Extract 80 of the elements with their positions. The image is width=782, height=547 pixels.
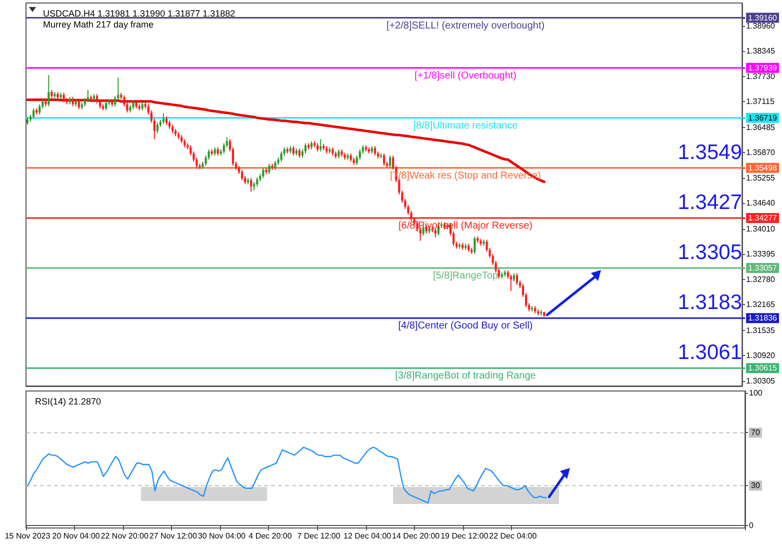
ref-line-label: [4/8]Center (Good Buy or Sell) <box>398 320 533 332</box>
y-tick-label: 1.37939 <box>748 63 778 72</box>
annotation: 1.3549 <box>678 140 742 164</box>
y-tick-label: 1.34640 <box>746 198 776 208</box>
text: Murrey Math 217 day frame <box>43 20 154 30</box>
candlestick <box>280 150 282 162</box>
y-tick-label: 1.36485 <box>746 122 776 132</box>
y-tick-label: 1.35498 <box>748 163 778 172</box>
candlestick <box>338 148 340 159</box>
ref-line-label: [3/8]RangeBot of trading Range <box>395 370 536 382</box>
ref-line-label: [+1/8]sell (Overbought) <box>414 70 516 82</box>
text: RSI(14) 21.2870 <box>35 396 102 406</box>
candlestick <box>304 142 307 154</box>
x-tick-label: 27 Nov 12:00 <box>149 532 198 540</box>
annotation: 1.3183 <box>678 291 742 314</box>
annotation: 1.3427 <box>678 190 742 214</box>
x-tick-label: 15 Nov 2023 <box>4 532 51 540</box>
x-tick-label: 19 Dec 12:00 <box>440 532 489 540</box>
candlestick <box>240 169 244 181</box>
candlestick <box>292 146 294 156</box>
x-tick-label: 12 Dec 04:00 <box>344 532 392 540</box>
y-tick-label: 1.36719 <box>748 113 778 122</box>
x-tick-label: 7 Dec 12:00 <box>297 532 341 540</box>
candlestick <box>38 104 41 116</box>
x-tick-label: 14 Dec 20:00 <box>392 532 440 540</box>
candlestick <box>156 122 158 134</box>
candlestick <box>474 236 476 254</box>
y-tick-label: 1.38345 <box>746 46 776 56</box>
candlestick <box>262 167 264 179</box>
candlestick <box>72 96 74 107</box>
y-tick-label: 1.30920 <box>746 351 776 360</box>
x-tick-label: 22 Dec 04:00 <box>489 532 538 540</box>
y-tick-label: 1.34277 <box>748 213 778 222</box>
y-tick-label: 1.35870 <box>746 148 776 158</box>
candlestick <box>268 163 270 174</box>
candlestick <box>162 112 165 124</box>
candlestick <box>374 146 376 156</box>
ref-line-label: [8/8]Ultimate resistance <box>413 120 518 132</box>
annotation: 1.3061 <box>678 341 742 364</box>
x-tick-label: 22 Nov 20:00 <box>100 532 149 540</box>
candlestick <box>298 148 300 158</box>
y-tick-label: 1.32780 <box>746 274 776 284</box>
candlestick <box>320 138 322 152</box>
candlestick <box>389 155 392 168</box>
y-tick-label: 1.38960 <box>746 21 776 30</box>
y-tick-label: 1.30615 <box>748 364 778 373</box>
candlestick <box>78 98 80 110</box>
y-tick-label: 1.32165 <box>746 300 776 310</box>
ref-line-label: [5/8]RangeTop <box>432 270 498 282</box>
candlestick <box>250 178 252 192</box>
candlestick <box>382 152 386 166</box>
y-tick-label: 1.37730 <box>746 72 776 81</box>
candlestick <box>105 100 108 111</box>
candlestick <box>274 160 276 170</box>
annotation: 1.3305 <box>678 241 742 264</box>
y-tick-label: 30 <box>751 481 760 490</box>
y-tick-label: 70 <box>751 428 760 438</box>
y-tick-label: 1.37115 <box>746 97 775 106</box>
candlestick <box>516 272 518 286</box>
ref-line-label: [+2/8]SELL! (extremely overbought) <box>386 20 545 32</box>
y-tick-label: 1.35255 <box>746 173 776 182</box>
candlestick <box>62 92 65 103</box>
x-tick-label: 30 Nov 04:00 <box>198 532 246 540</box>
line-series <box>26 446 547 504</box>
y-tick-label: 1.33057 <box>748 264 778 273</box>
y-tick-label: 0 <box>749 520 754 530</box>
candlestick <box>48 74 50 107</box>
y-tick-label: 1.34010 <box>746 224 776 234</box>
candlestick <box>132 100 134 110</box>
x-tick-label: 20 Nov 04:00 <box>52 532 100 540</box>
y-tick-label: 100 <box>749 388 763 398</box>
y-tick-label: 1.31836 <box>748 314 778 323</box>
y-tick-label: 1.30305 <box>746 376 776 386</box>
x-tick-label: 4 Dec 20:00 <box>248 532 292 540</box>
text: USDCAD.H4 1.31981 1.31990 1.31877 1.31882 <box>43 8 236 18</box>
candlestick <box>32 108 35 120</box>
candlestick <box>510 274 512 292</box>
y-tick-label: 1.31535 <box>746 326 776 335</box>
y-tick-label: 1.39160 <box>748 13 778 22</box>
y-tick-label: 1.33395 <box>746 250 776 259</box>
